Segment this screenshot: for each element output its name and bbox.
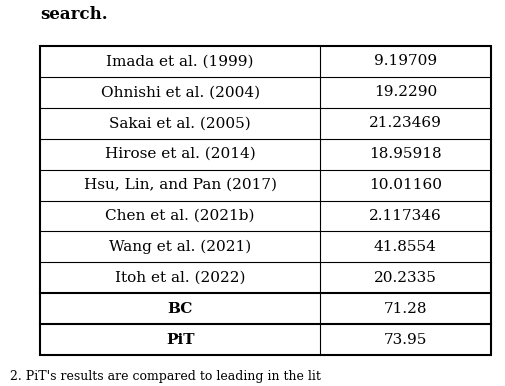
Text: Hsu, Lin, and Pan (2017): Hsu, Lin, and Pan (2017)	[83, 178, 276, 192]
Bar	[40, 46, 490, 355]
Text: 18.95918: 18.95918	[368, 147, 441, 161]
Text: search.: search.	[40, 6, 108, 23]
Text: 2. PiT's results are compared to leading in the lit: 2. PiT's results are compared to leading…	[10, 371, 320, 383]
Text: Hirose et al. (2014): Hirose et al. (2014)	[105, 147, 255, 161]
Text: BC: BC	[167, 302, 192, 316]
Text: Wang et al. (2021): Wang et al. (2021)	[109, 240, 250, 254]
Text: Sakai et al. (2005): Sakai et al. (2005)	[109, 116, 250, 130]
Text: Chen et al. (2021b): Chen et al. (2021b)	[105, 209, 255, 223]
Text: 41.8554: 41.8554	[373, 240, 436, 254]
Text: 71.28: 71.28	[383, 302, 426, 316]
Text: 19.2290: 19.2290	[373, 85, 436, 99]
Text: 9.19709: 9.19709	[373, 54, 436, 68]
Text: 20.2335: 20.2335	[373, 271, 436, 285]
Text: Ohnishi et al. (2004): Ohnishi et al. (2004)	[100, 85, 259, 99]
Text: PiT: PiT	[166, 333, 194, 347]
Text: 21.23469: 21.23469	[368, 116, 441, 130]
Text: Imada et al. (1999): Imada et al. (1999)	[106, 54, 254, 68]
Text: 2.117346: 2.117346	[368, 209, 441, 223]
Text: 10.01160: 10.01160	[368, 178, 441, 192]
Text: 73.95: 73.95	[383, 333, 426, 347]
Text: Itoh et al. (2022): Itoh et al. (2022)	[115, 271, 245, 285]
